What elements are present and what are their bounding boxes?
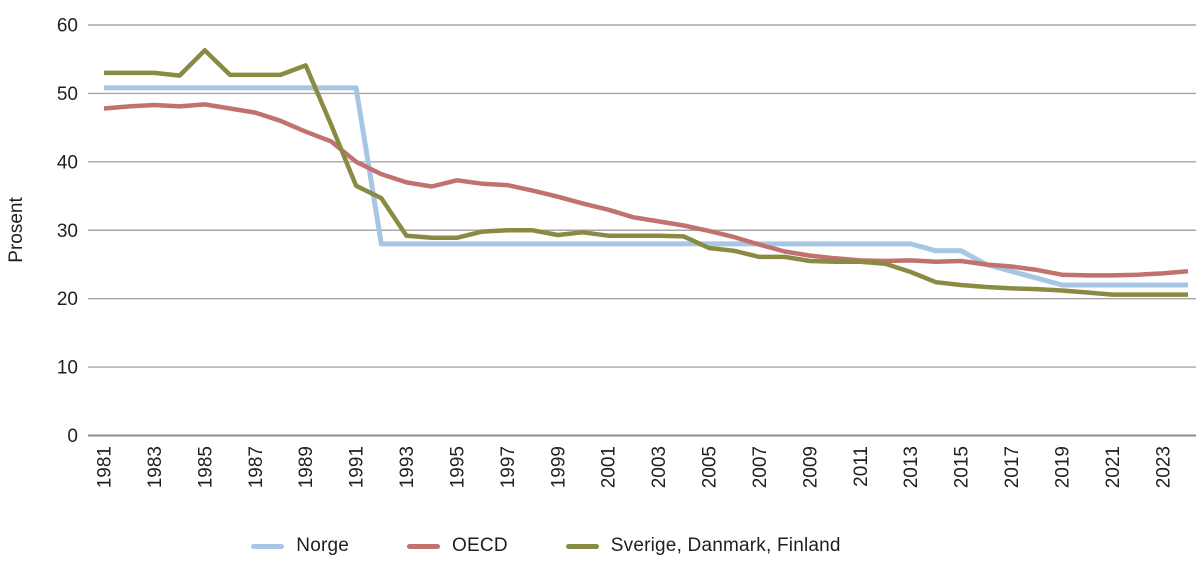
x-tick-label: 2011 (851, 446, 872, 487)
legend-label-norge: Norge (296, 535, 350, 556)
x-tick-label: 2009 (800, 446, 821, 488)
y-tick-label: 40 (57, 152, 78, 173)
x-tick-label: 1993 (397, 446, 418, 488)
x-tick-label: 1991 (347, 446, 368, 488)
x-tick-label: 2019 (1052, 446, 1073, 488)
legend-label-oecd: OECD (452, 535, 508, 556)
x-tick-label: 2001 (599, 446, 620, 488)
x-tick-label: 1997 (498, 446, 519, 488)
x-tick-label: 1989 (296, 446, 317, 488)
series-line-oecd (103, 102, 1189, 278)
y-axis-label: Prosent (6, 197, 27, 263)
y-tick-label: 0 (67, 426, 78, 447)
norge-line-swatch-icon (251, 543, 285, 549)
x-tick-label: 2015 (952, 446, 973, 488)
x-tick-label: 2003 (649, 446, 670, 488)
x-tick-label: 2021 (1103, 446, 1124, 488)
x-tick-label: 1995 (447, 446, 468, 488)
x-tick-label: 2007 (750, 446, 771, 488)
x-tick-label: 2013 (901, 446, 922, 488)
legend-label-nordic: Sverige, Danmark, Finland (610, 535, 841, 556)
nordic-line-swatch-icon (565, 543, 599, 549)
x-tick-label: 1983 (145, 446, 166, 488)
legend-item-nordic: Sverige, Danmark, Finland (565, 535, 841, 557)
y-tick-label: 20 (57, 289, 78, 310)
oecd-line-swatch-icon (407, 543, 441, 549)
x-tick-label: 2023 (1153, 446, 1174, 488)
y-tick-label: 50 (57, 84, 78, 105)
chart-legend: Norge OECD Sverige, Danmark, Finland (0, 531, 1092, 561)
x-tick-label: 1981 (95, 446, 116, 488)
series-line-sverige-danmark-finland (104, 48, 1188, 297)
x-tick-label: 1999 (548, 446, 569, 488)
x-tick-label: 2005 (700, 446, 721, 488)
x-tick-label: 1987 (246, 446, 267, 488)
y-tick-label: 60 (57, 16, 78, 37)
y-tick-label: 10 (57, 358, 78, 379)
legend-item-norge: Norge (251, 535, 349, 557)
y-tick-label: 30 (57, 221, 78, 242)
x-tick-label: 2017 (1002, 446, 1023, 488)
x-tick-label: 1985 (195, 446, 216, 488)
legend-item-oecd: OECD (407, 535, 508, 557)
series-line-norge (104, 85, 1188, 288)
